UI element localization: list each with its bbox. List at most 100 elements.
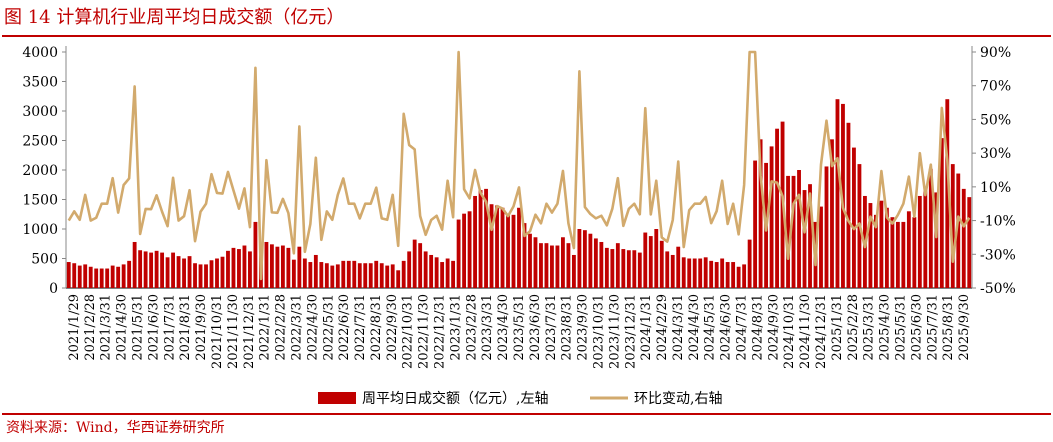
legend-label-bars: 周平均日成交额（亿元）,左轴 [362,390,548,407]
bottom-rule [2,413,1051,415]
x-tick-label: 2025/9/30 [957,294,972,361]
bar [961,188,966,288]
bar [264,241,269,288]
bar [884,207,889,288]
source-note: 资料来源：Wind，华西证券研究所 [6,420,225,436]
bar [588,233,593,288]
bar [747,239,752,288]
legend: 周平均日成交额（亿元）,左轴 环比变动,右轴 [318,390,722,407]
bar [110,265,115,288]
x-tick-label: 2025/1/31 [830,294,845,361]
bar [357,263,362,288]
legend-swatch-bars [318,392,356,404]
bar [615,243,620,288]
right-tick-label: -10% [980,214,1016,230]
bar [544,243,549,288]
x-tick-label: 2023/1/31 [448,294,463,361]
x-tick-label: 2025/7/31 [925,294,940,361]
bar [852,147,856,288]
x-tick-label: 2022/10/31 [401,294,416,369]
bar [950,164,955,288]
bar [94,268,99,288]
bar [742,264,747,288]
bar [291,259,296,288]
bar [429,254,434,288]
x-tick-label: 2023/10/31 [592,294,607,369]
bar [511,214,516,288]
x-tick-label: 2022/7/31 [353,294,368,361]
bar [116,266,121,288]
x-tick-label: 2024/6/30 [719,294,734,361]
left-tick-label: 3500 [22,75,58,91]
bar [467,211,472,288]
bar [319,262,324,288]
bar [313,254,318,288]
bar [890,217,895,288]
bar [599,241,604,288]
bar [528,233,532,288]
right-tick-label: -30% [980,247,1016,263]
bar [209,260,214,288]
x-tick-label: 2025/6/30 [909,294,924,361]
bar [577,229,582,288]
bar [824,166,829,288]
left-axis: 0 500 1000 1500 2000 2500 3000 3500 4000 [22,45,66,297]
bar [687,258,692,288]
bar [445,258,450,288]
x-tick-label: 2021/12/31 [242,294,257,369]
bar [895,221,900,288]
left-tick-label: 1000 [22,222,58,238]
left-tick-label: 1500 [22,193,58,209]
bar [533,237,538,288]
x-tick-label: 2022/2/28 [274,294,289,361]
bar [220,256,225,288]
x-tick-label: 2024/3/31 [671,294,686,361]
x-tick-label: 2024/10/31 [782,294,797,369]
bar [714,262,719,288]
bar [385,265,390,288]
bar [275,246,280,288]
bar [99,268,104,288]
x-tick-label: 2021/5/31 [131,294,146,361]
bar [160,252,165,288]
bar [412,239,417,288]
bar [928,168,933,288]
bar [396,270,401,288]
x-tick-label: 2023/11/30 [607,294,622,369]
bar [566,243,571,288]
right-tick-label: 30% [980,146,1011,162]
bar [330,265,335,288]
bar [709,260,714,288]
bar [127,260,132,288]
bar [692,258,697,288]
bar [775,128,779,288]
bar [66,262,71,288]
x-tick-label: 2024/7/31 [735,294,750,361]
bar [390,264,395,288]
bar [368,263,373,288]
x-tick-label: 2023/7/31 [544,294,559,361]
bar [401,260,406,288]
bar [561,237,565,288]
bar [226,250,230,288]
bar [149,252,154,288]
bar [83,264,88,288]
bar [571,254,576,288]
bar [473,195,477,288]
bar [187,256,192,288]
bar [797,170,801,288]
x-tick-label: 2025/2/28 [846,294,861,361]
x-tick-label: 2022/3/31 [290,294,305,361]
bar [88,266,93,288]
bar [621,249,626,288]
bar [165,257,170,288]
right-axis: -50% -30% -10% 10% 30% 50% 70% 90% [972,45,1016,297]
x-tick-label: 2024/5/31 [703,294,718,361]
bar [418,243,423,288]
bar [308,262,313,288]
bar [171,252,175,288]
x-tick-label: 2023/8/31 [560,294,575,361]
bar [506,213,510,288]
bar [324,263,329,288]
x-tick-label: 2025/3/31 [862,294,877,361]
